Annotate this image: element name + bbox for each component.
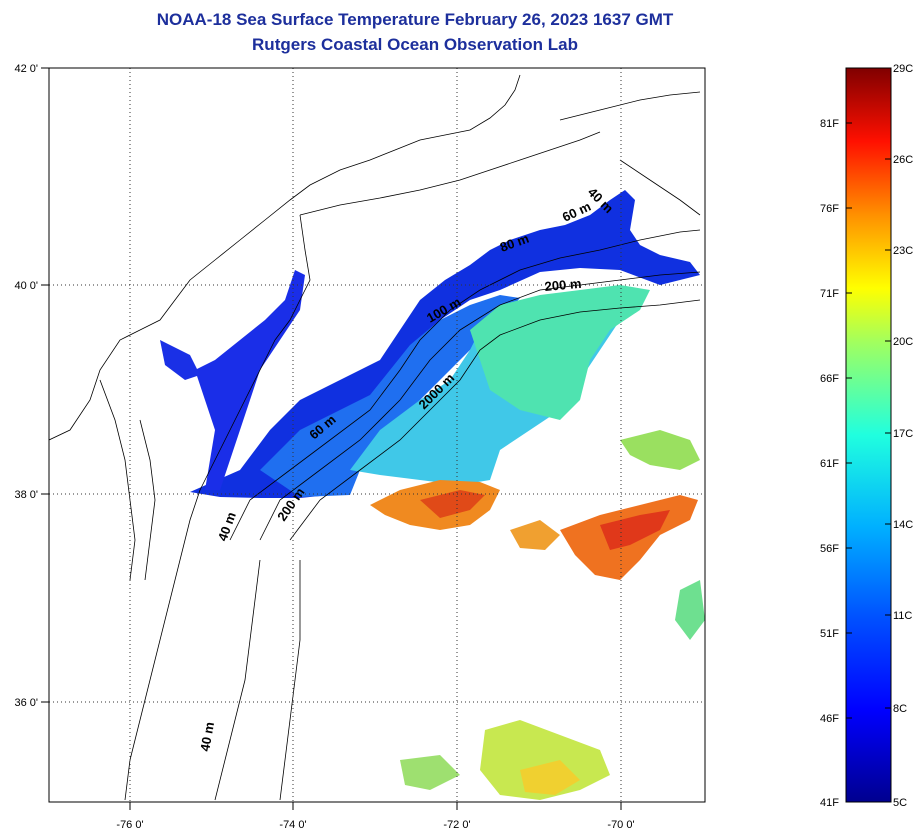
colorbar-label-c: 23C [893, 245, 913, 257]
slope-water [260, 295, 520, 497]
gulf-stream-offshore-core [600, 510, 670, 550]
cold-shelf-water [190, 190, 700, 498]
colorbar-label-c: 5C [893, 797, 907, 809]
warm-patch-east [510, 520, 560, 550]
gulf-stream-red-core [420, 490, 485, 518]
bay-inlet-2 [139, 419, 156, 581]
gulf-of-maine-contours [559, 91, 701, 121]
colorbar-label-f: 81F [820, 118, 839, 130]
graticule [49, 68, 705, 802]
colorbar-label-f: 51F [820, 628, 839, 640]
contour-label: 200 m [544, 276, 582, 294]
southern-patch-3 [520, 760, 580, 795]
map-title: NOAA-18 Sea Surface Temperature February… [156, 10, 674, 29]
colorbar-label-f: 41F [820, 797, 839, 809]
isobath-60m [229, 229, 701, 541]
colorbar-label-c: 11C [893, 610, 912, 622]
isobath-200m-south [279, 560, 301, 801]
chesapeake-cold-water [195, 270, 305, 490]
colorbar-label-c: 8C [893, 703, 907, 715]
map-subtitle: Rutgers Coastal Ocean Observation Lab [252, 35, 578, 54]
virginia-coast [124, 489, 201, 801]
colorbar-label-c: 20C [893, 336, 913, 348]
latitude-axis: 42 0' 40 0' 38 0' 36 0' [14, 63, 38, 709]
colorbar-label-f: 71F [820, 288, 839, 300]
georges-bank-contours [619, 159, 701, 216]
lon-tick-label: -74 0' [279, 819, 306, 831]
colorbar-label-c: 14C [893, 519, 913, 531]
long-island-coast [299, 131, 601, 216]
green-water [470, 285, 650, 420]
colorbar-label-f: 76F [820, 203, 839, 215]
colorbar-label-f: 46F [820, 713, 839, 725]
green-patch-se [675, 580, 705, 640]
colorbar-label-c: 26C [893, 154, 913, 166]
bay-inlet [99, 379, 136, 581]
lat-tick-label: 40 0' [14, 280, 38, 292]
delaware-cold-water [160, 340, 200, 380]
colorbar [845, 67, 892, 803]
lat-tick-label: 36 0' [14, 697, 38, 709]
colorbar-label-f: 56F [820, 543, 839, 555]
coastline [49, 74, 521, 441]
colorbar-label-c: 29C [893, 63, 913, 75]
sst-data-layer [160, 190, 705, 800]
isobath-2000m [289, 299, 701, 541]
frame-ticks [41, 67, 622, 810]
colorbar-ticks [846, 122, 891, 719]
colorbar-label-c: 17C [893, 428, 913, 440]
colorbar-fahrenheit-labels: 81F 76F 71F 66F 61F 56F 51F 46F 41F [820, 118, 839, 809]
lon-tick-label: -76 0' [116, 819, 143, 831]
nj-coast [274, 214, 311, 341]
delmarva-coast [199, 339, 276, 491]
southern-patch-2 [400, 755, 460, 790]
contour-label: 40 m [215, 510, 239, 543]
lat-tick-label: 38 0' [14, 489, 38, 501]
lat-tick-label: 42 0' [14, 63, 38, 75]
colorbar-label-f: 66F [820, 373, 839, 385]
isobath-40m-south [214, 559, 261, 801]
lon-tick-label: -72 0' [443, 819, 470, 831]
warm-green-patch [620, 430, 700, 470]
colorbar-label-f: 61F [820, 458, 839, 470]
coastline-layer [49, 74, 701, 801]
longitude-axis: -76 0' -74 0' -72 0' -70 0' [116, 819, 634, 831]
isobath-200m [259, 271, 701, 541]
lon-tick-label: -70 0' [607, 819, 634, 831]
map-frame [48, 67, 706, 803]
colorbar-celsius-labels: 29C 26C 23C 20C 17C 14C 11C 8C 5C [893, 63, 913, 809]
contour-label: 40 m [197, 721, 217, 753]
